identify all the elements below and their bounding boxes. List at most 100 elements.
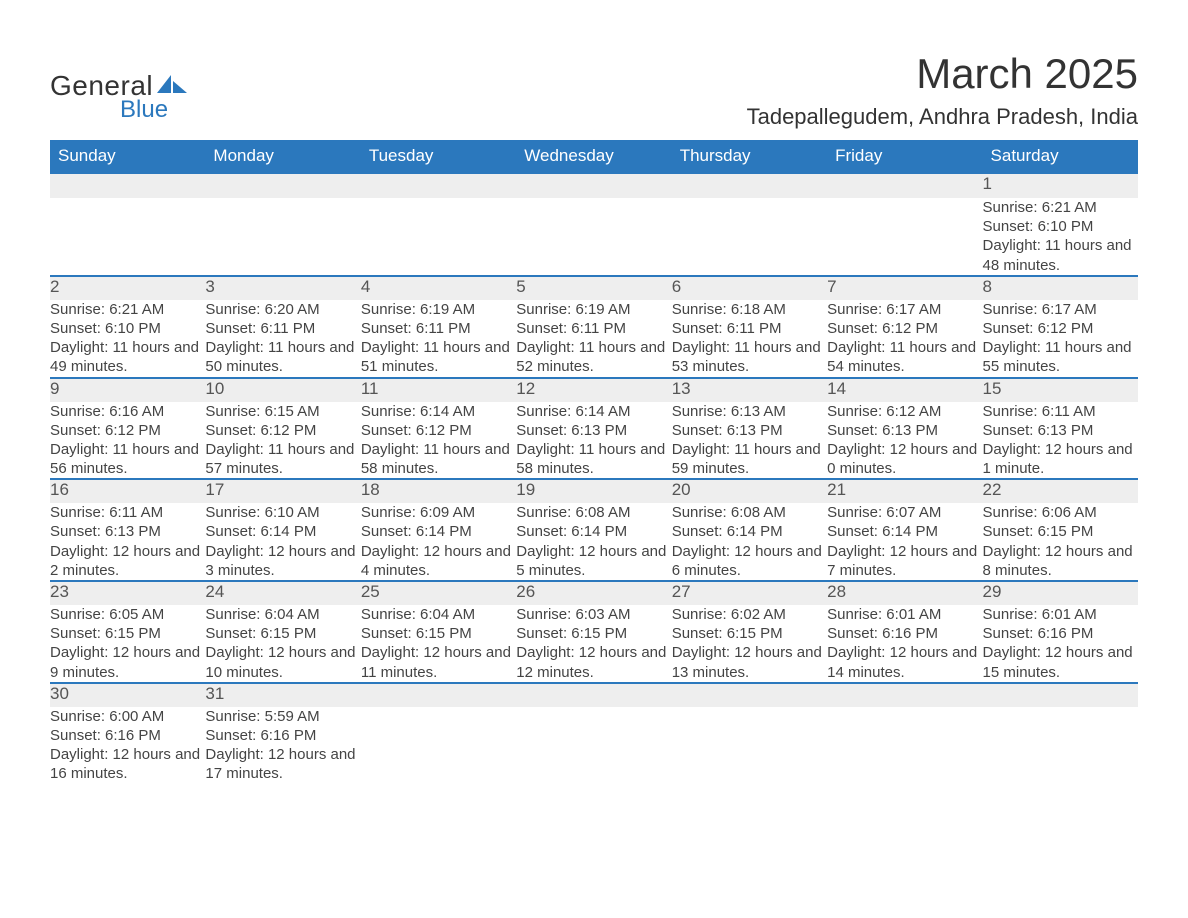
day-number-cell: 23 (50, 581, 205, 605)
day-number: 10 (205, 379, 224, 398)
weekday-header: Friday (827, 140, 982, 174)
weekday-header-row: Sunday Monday Tuesday Wednesday Thursday… (50, 140, 1138, 174)
day-number: 14 (827, 379, 846, 398)
day-number: 4 (361, 277, 370, 296)
day-detail-cell: Sunrise: 6:12 AMSunset: 6:13 PMDaylight:… (827, 402, 982, 480)
day-number-cell: 1 (983, 174, 1138, 198)
day-detail-row: Sunrise: 6:00 AMSunset: 6:16 PMDaylight:… (50, 707, 1138, 784)
day-number-row: 16171819202122 (50, 479, 1138, 503)
weekday-header: Wednesday (516, 140, 671, 174)
day-detail-cell: Sunrise: 6:03 AMSunset: 6:15 PMDaylight:… (516, 605, 671, 683)
sunrise-line: Sunrise: 6:11 AM (50, 503, 205, 522)
sunset-line: Sunset: 6:12 PM (983, 319, 1138, 338)
day-detail-cell: Sunrise: 6:14 AMSunset: 6:13 PMDaylight:… (516, 402, 671, 480)
day-number: 28 (827, 582, 846, 601)
sunset-line: Sunset: 6:16 PM (983, 624, 1138, 643)
day-number: 8 (983, 277, 992, 296)
day-detail-cell: Sunrise: 6:17 AMSunset: 6:12 PMDaylight:… (983, 300, 1138, 378)
sunset-line: Sunset: 6:16 PM (827, 624, 982, 643)
day-number-cell: 3 (205, 276, 360, 300)
daylight-line: Daylight: 11 hours and 52 minutes. (516, 338, 671, 376)
day-number-cell: 17 (205, 479, 360, 503)
day-detail-cell: Sunrise: 5:59 AMSunset: 6:16 PMDaylight:… (205, 707, 360, 784)
sunrise-line: Sunrise: 6:14 AM (516, 402, 671, 421)
day-detail-cell: Sunrise: 6:21 AMSunset: 6:10 PMDaylight:… (50, 300, 205, 378)
day-number-cell: 20 (672, 479, 827, 503)
daylight-line: Daylight: 12 hours and 6 minutes. (672, 542, 827, 580)
title-block: March 2025 Tadepallegudem, Andhra Prades… (747, 50, 1138, 130)
day-number-cell: 2 (50, 276, 205, 300)
weekday-header: Tuesday (361, 140, 516, 174)
sunrise-line: Sunrise: 6:21 AM (50, 300, 205, 319)
day-number-cell: 21 (827, 479, 982, 503)
day-number-row: 2345678 (50, 276, 1138, 300)
day-number-cell: 31 (205, 683, 360, 707)
day-detail-cell: Sunrise: 6:18 AMSunset: 6:11 PMDaylight:… (672, 300, 827, 378)
sunset-line: Sunset: 6:10 PM (50, 319, 205, 338)
sunset-line: Sunset: 6:13 PM (516, 421, 671, 440)
sunset-line: Sunset: 6:13 PM (672, 421, 827, 440)
sunrise-line: Sunrise: 6:17 AM (983, 300, 1138, 319)
sunrise-line: Sunrise: 6:02 AM (672, 605, 827, 624)
day-detail-row: Sunrise: 6:21 AMSunset: 6:10 PMDaylight:… (50, 300, 1138, 378)
day-number-cell: 22 (983, 479, 1138, 503)
day-detail-cell: Sunrise: 6:06 AMSunset: 6:15 PMDaylight:… (983, 503, 1138, 581)
sunset-line: Sunset: 6:16 PM (50, 726, 205, 745)
sunset-line: Sunset: 6:12 PM (50, 421, 205, 440)
daylight-line: Daylight: 11 hours and 55 minutes. (983, 338, 1138, 376)
daylight-line: Daylight: 11 hours and 54 minutes. (827, 338, 982, 376)
day-number-cell: 13 (672, 378, 827, 402)
day-number-cell (827, 683, 982, 707)
day-detail-cell: Sunrise: 6:01 AMSunset: 6:16 PMDaylight:… (983, 605, 1138, 683)
daylight-line: Daylight: 12 hours and 1 minute. (983, 440, 1138, 478)
day-detail-cell: Sunrise: 6:02 AMSunset: 6:15 PMDaylight:… (672, 605, 827, 683)
daylight-line: Daylight: 11 hours and 50 minutes. (205, 338, 360, 376)
day-number: 13 (672, 379, 691, 398)
sunrise-line: Sunrise: 6:03 AM (516, 605, 671, 624)
day-number: 15 (983, 379, 1002, 398)
day-number-cell (50, 174, 205, 198)
daylight-line: Daylight: 11 hours and 57 minutes. (205, 440, 360, 478)
daylight-line: Daylight: 12 hours and 14 minutes. (827, 643, 982, 681)
sunrise-line: Sunrise: 6:01 AM (983, 605, 1138, 624)
day-detail-cell: Sunrise: 6:00 AMSunset: 6:16 PMDaylight:… (50, 707, 205, 784)
day-number-row: 9101112131415 (50, 378, 1138, 402)
day-number-cell: 14 (827, 378, 982, 402)
daylight-line: Daylight: 11 hours and 48 minutes. (983, 236, 1138, 274)
day-number-cell: 18 (361, 479, 516, 503)
day-detail-cell: Sunrise: 6:17 AMSunset: 6:12 PMDaylight:… (827, 300, 982, 378)
sunset-line: Sunset: 6:14 PM (516, 522, 671, 541)
sunset-line: Sunset: 6:15 PM (983, 522, 1138, 541)
day-number: 6 (672, 277, 681, 296)
day-number: 3 (205, 277, 214, 296)
daylight-line: Daylight: 12 hours and 3 minutes. (205, 542, 360, 580)
day-number: 25 (361, 582, 380, 601)
day-number: 5 (516, 277, 525, 296)
sunset-line: Sunset: 6:14 PM (672, 522, 827, 541)
day-number-cell: 5 (516, 276, 671, 300)
day-number-row: 3031 (50, 683, 1138, 707)
day-detail-cell: Sunrise: 6:08 AMSunset: 6:14 PMDaylight:… (516, 503, 671, 581)
day-detail-cell (361, 198, 516, 276)
day-detail-cell (516, 707, 671, 784)
sunrise-line: Sunrise: 6:07 AM (827, 503, 982, 522)
sunset-line: Sunset: 6:13 PM (50, 522, 205, 541)
sunrise-line: Sunrise: 6:08 AM (516, 503, 671, 522)
day-number-cell: 11 (361, 378, 516, 402)
sunrise-line: Sunrise: 6:05 AM (50, 605, 205, 624)
sunset-line: Sunset: 6:15 PM (672, 624, 827, 643)
day-number-cell (983, 683, 1138, 707)
day-number: 29 (983, 582, 1002, 601)
day-number-cell (361, 174, 516, 198)
day-number: 2 (50, 277, 59, 296)
sunset-line: Sunset: 6:12 PM (361, 421, 516, 440)
sunrise-line: Sunrise: 6:19 AM (516, 300, 671, 319)
day-number-cell: 30 (50, 683, 205, 707)
day-detail-cell: Sunrise: 6:10 AMSunset: 6:14 PMDaylight:… (205, 503, 360, 581)
sunrise-line: Sunrise: 6:00 AM (50, 707, 205, 726)
day-detail-cell: Sunrise: 6:04 AMSunset: 6:15 PMDaylight:… (205, 605, 360, 683)
sunrise-line: Sunrise: 6:13 AM (672, 402, 827, 421)
day-number: 1 (983, 174, 992, 193)
day-number-cell: 28 (827, 581, 982, 605)
sunrise-line: Sunrise: 6:21 AM (983, 198, 1138, 217)
